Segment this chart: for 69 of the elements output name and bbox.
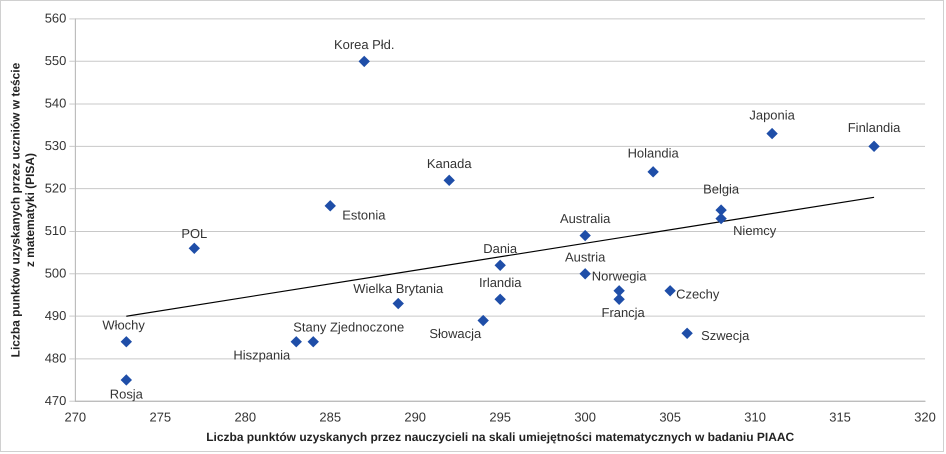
point — [716, 204, 727, 216]
annotation: Australia — [560, 211, 612, 226]
annotation: Norwegia — [592, 268, 648, 284]
point — [324, 200, 336, 212]
annotation: Finlandia — [848, 120, 902, 135]
annotation: Japonia — [749, 107, 796, 122]
point — [868, 140, 880, 152]
y-tick-label: 510 — [44, 222, 66, 238]
y-tick-label: 560 — [44, 10, 66, 26]
x-axis-title: Liczba punktów uzyskanych przez nauczycieli na skali umiejętności matematycznych w badaniu PIAAC — [206, 430, 794, 444]
annotation: Estonia — [342, 207, 386, 222]
point — [444, 174, 455, 186]
point — [580, 268, 591, 280]
x-tick-label: 295 — [489, 410, 511, 425]
point — [188, 242, 200, 254]
point — [358, 56, 370, 67]
annotation: Dania — [483, 240, 518, 256]
point — [614, 285, 625, 296]
annotation: Czechy — [676, 286, 720, 302]
annotation: Niemcy — [733, 223, 777, 238]
y-tick-label: 500 — [44, 265, 66, 280]
annotation: Francja — [602, 304, 646, 320]
x-tick-label: 280 — [234, 410, 256, 425]
annotation: Belgia — [703, 182, 740, 197]
y-axis-title: Liczba punktów uzyskanych przez uczniów w teście z matematyki (PISA) — [8, 62, 37, 358]
x-tick-label: 320 — [914, 410, 936, 425]
y-tick-label: 480 — [44, 350, 66, 366]
annotation: Holandia — [628, 145, 680, 160]
point — [664, 285, 676, 296]
x-tick-label: 275 — [149, 410, 172, 425]
y-tick-label: 550 — [44, 52, 66, 68]
annotation: Korea Płd. — [334, 37, 394, 52]
y-tick-label: 520 — [44, 180, 66, 196]
annotation: Szwecja — [701, 328, 750, 343]
y-tick-label: 540 — [44, 95, 66, 110]
annotation: Słowacja — [429, 326, 482, 342]
annotation: Włochy — [102, 317, 146, 332]
annotation: Wielka Brytania — [353, 281, 444, 296]
x-tick-label: 310 — [744, 410, 766, 425]
x-tick-label: 290 — [404, 410, 426, 425]
y-tick-label: 490 — [44, 308, 66, 323]
point — [614, 294, 625, 305]
point — [682, 328, 693, 339]
y-tick-label: 530 — [44, 138, 66, 153]
annotation: Stany Zjednoczone — [293, 319, 404, 334]
x-tick-label: 285 — [319, 410, 342, 425]
point — [290, 336, 302, 348]
x-tick-label: 300 — [574, 410, 596, 425]
annotation: Austria — [565, 249, 606, 264]
y-tick-label: 470 — [44, 392, 66, 408]
x-tick-label: 315 — [829, 410, 851, 425]
annotation: Rosja — [110, 386, 144, 402]
annotation: POL — [181, 226, 208, 241]
x-tick-label: 305 — [659, 410, 681, 425]
annotation: Kanada — [426, 156, 472, 171]
annotation: Irlandia — [478, 274, 522, 290]
point — [494, 294, 506, 305]
annotation: Hiszpania — [233, 347, 292, 362]
point — [120, 374, 132, 386]
point — [648, 166, 659, 178]
point — [478, 315, 489, 326]
point — [392, 298, 404, 309]
point — [580, 230, 591, 242]
point — [494, 260, 506, 271]
point — [766, 128, 778, 140]
point — [308, 336, 319, 348]
x-tick-label: 270 — [64, 410, 86, 425]
point — [120, 336, 132, 348]
point — [716, 213, 727, 224]
